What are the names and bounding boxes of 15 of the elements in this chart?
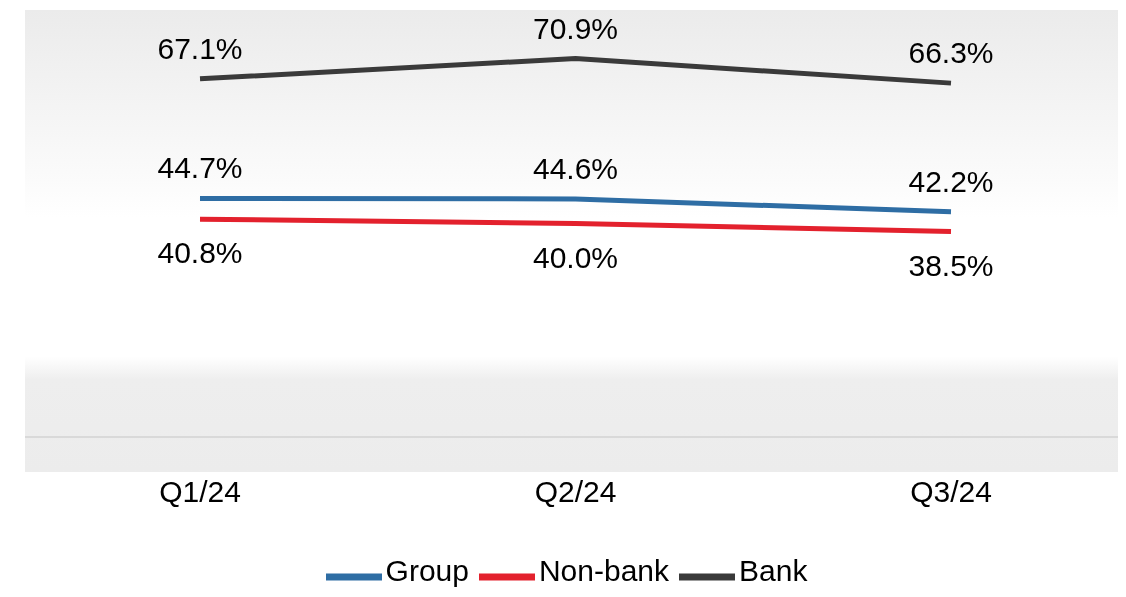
- legend-label: Bank: [739, 554, 808, 588]
- legend-label: Non-bank: [538, 554, 670, 588]
- x-tick-label: Q2/24: [534, 475, 617, 509]
- data-label: 70.9%: [532, 11, 619, 45]
- x-tick-label: Q1/24: [159, 475, 241, 509]
- data-label: 44.6%: [532, 151, 619, 185]
- data-label: 67.1%: [157, 31, 243, 65]
- data-label: 42.2%: [908, 164, 994, 198]
- data-label: 38.5%: [908, 248, 994, 282]
- x-tick-label: Q3/24: [910, 475, 992, 509]
- data-label: 40.0%: [532, 240, 619, 274]
- legend-label: Group: [385, 554, 469, 588]
- data-label: 44.7%: [157, 151, 243, 185]
- data-label: 66.3%: [908, 36, 994, 70]
- data-label: 40.8%: [157, 236, 243, 270]
